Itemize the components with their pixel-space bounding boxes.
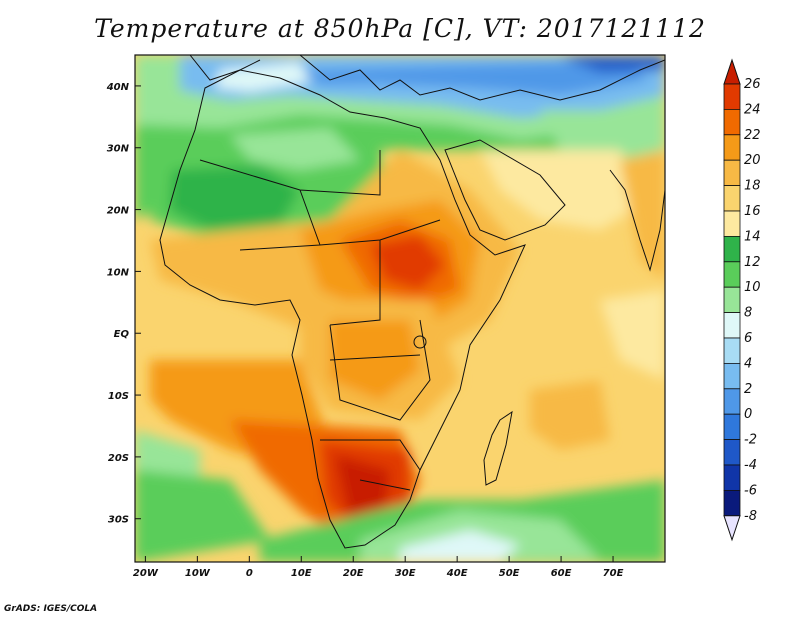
colorbar-level-label: 4: [744, 356, 752, 371]
map-title: Temperature at 850hPa [C], VT: 201712111…: [94, 14, 706, 43]
colorbar-swatch: [723, 362, 741, 390]
colorbar-swatch: [723, 388, 741, 415]
lon-tick-label: 70E: [603, 568, 624, 579]
colorbar-swatch: [723, 312, 741, 339]
lat-tick-label: 10S: [108, 391, 129, 402]
lon-tick-label: 60E: [551, 568, 572, 579]
colorbar-upper-arrow: [723, 58, 741, 85]
colorbar-level-label: 12: [744, 255, 761, 270]
colorbar-level-label: 22: [744, 128, 761, 143]
colorbar-swatch: [723, 109, 741, 136]
colorbar-swatch: [723, 185, 741, 212]
latitude-axis: 40N 30N 20N 10N EQ 10S 20S 30S: [106, 82, 141, 526]
coastlines: [159, 55, 665, 549]
lat-tick-label: 20N: [107, 206, 130, 217]
lon-tick-label: 0: [246, 568, 253, 579]
lon-tick-label: 30E: [395, 568, 416, 579]
lon-tick-label: 50E: [499, 568, 520, 579]
grads-credit: GrADS: IGES/COLA: [4, 604, 98, 614]
colorbar-level-label: -6: [744, 483, 757, 498]
colorbar-swatch: [723, 159, 741, 186]
lat-tick-label: 10N: [107, 267, 130, 278]
colorbar-swatch: [723, 337, 741, 364]
colorbar-swatch: [723, 286, 741, 314]
colorbar-level-label: -2: [744, 433, 757, 448]
colorbar-swatch: [723, 489, 741, 517]
colorbar-lower-arrow: [723, 515, 741, 542]
colorbar-level-label: 2: [744, 382, 752, 397]
colorbar-level-label: 10: [744, 280, 761, 295]
lon-tick-label: 10E: [291, 568, 312, 579]
colorbar-level-label: 24: [744, 102, 761, 117]
lat-tick-label: EQ: [114, 329, 130, 340]
temperature-field: [135, 55, 665, 562]
lat-tick-label: 20S: [108, 453, 129, 464]
colorbar-swatch: [723, 83, 741, 110]
colorbar-level-label: 18: [744, 179, 761, 194]
lon-tick-label: 40E: [446, 568, 468, 579]
colorbar-swatch: [723, 413, 741, 441]
lon-tick-label: 20W: [133, 568, 159, 579]
colorbar-swatch: [723, 134, 741, 161]
colorbar-level-label: 8: [744, 306, 752, 321]
colorbar-level-label: 20: [744, 153, 761, 168]
colorbar-level-label: 6: [744, 331, 752, 346]
lat-tick-label: 30S: [108, 515, 129, 526]
colorbar-level-label: -8: [744, 509, 757, 524]
longitude-axis: 20W 10W 0 10E 20E 30E 40E 50E 60E 70E: [133, 556, 624, 579]
lat-tick-label: 30N: [107, 144, 130, 155]
colorbar-swatch: [723, 439, 741, 466]
lon-tick-label: 10W: [185, 568, 211, 579]
colorbar-swatch: [723, 261, 741, 288]
colorbar-level-label: 14: [744, 229, 761, 244]
colorbar-swatch: [723, 210, 741, 237]
lat-tick-label: 40N: [106, 82, 130, 93]
colorbar-level-label: -4: [744, 458, 757, 473]
plot-frame: [134, 54, 666, 563]
colorbar-level-label: 0: [744, 407, 752, 422]
colorbar-level-label: 16: [744, 204, 761, 219]
lon-tick-label: 20E: [343, 568, 364, 579]
colorbar-swatch: [723, 235, 741, 263]
colorbar-swatch: [723, 464, 741, 491]
colorbar-level-label: 26: [744, 77, 761, 92]
